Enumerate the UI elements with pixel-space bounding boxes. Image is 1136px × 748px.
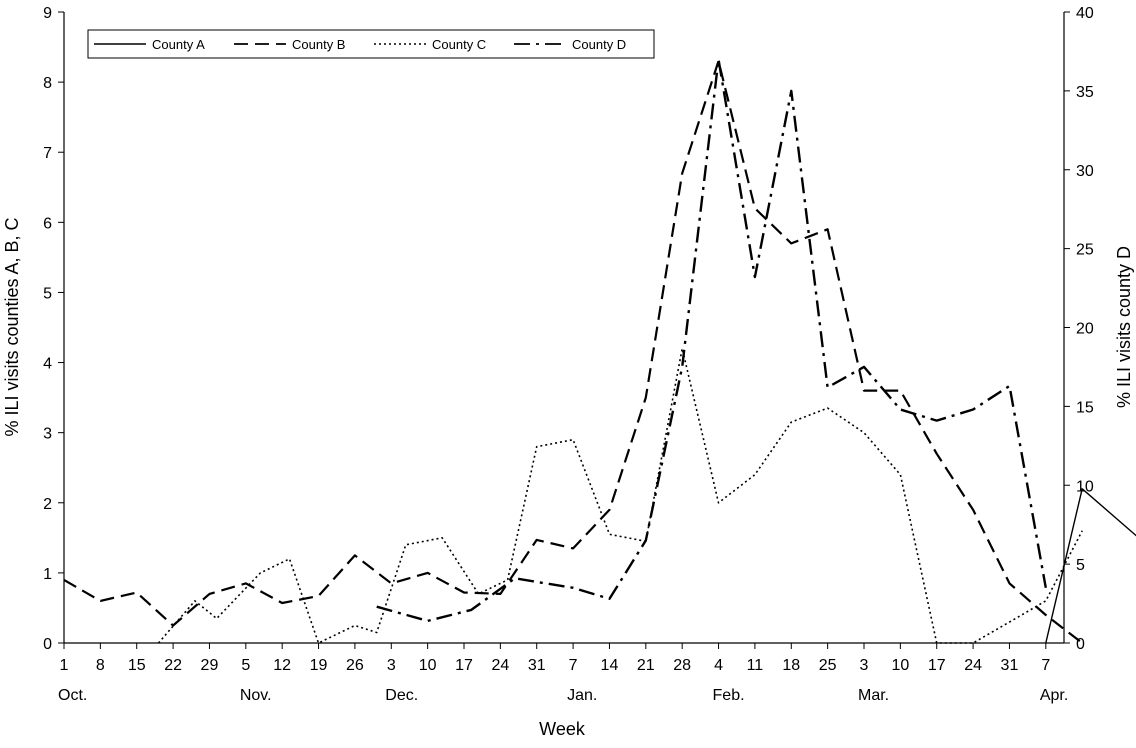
x-tick-label: 29 xyxy=(201,657,219,674)
y-right-tick-label: 0 xyxy=(1076,636,1085,653)
series-line-county-b xyxy=(63,60,1083,644)
x-tick-label: 12 xyxy=(273,657,291,674)
x-tick-label: 25 xyxy=(819,657,837,674)
x-tick-label: 24 xyxy=(491,657,509,674)
series-line-county-d xyxy=(376,58,1047,623)
y-right-tick-label: 25 xyxy=(1076,242,1094,259)
y-right-tick-label: 30 xyxy=(1076,163,1094,180)
y-left-tick-label: 2 xyxy=(43,496,52,513)
y-right-tick-label: 10 xyxy=(1076,478,1094,495)
legend-label: County D xyxy=(572,37,626,52)
x-tick-label: 15 xyxy=(128,657,146,674)
x-tick-label: 10 xyxy=(419,657,437,674)
x-tick-label: 17 xyxy=(455,657,473,674)
x-tick-label: 19 xyxy=(310,657,328,674)
x-tick-label: 3 xyxy=(860,657,869,674)
legend-label: County C xyxy=(432,37,486,52)
legend-label: County B xyxy=(292,37,345,52)
x-month-label: Apr. xyxy=(1040,687,1068,704)
y-right-tick-label: 40 xyxy=(1076,5,1094,22)
x-tick-label: 14 xyxy=(601,657,619,674)
x-tick-label: 11 xyxy=(747,657,764,674)
x-tick-label: 7 xyxy=(1041,657,1050,674)
y-left-tick-label: 8 xyxy=(43,75,52,92)
y-left-tick-label: 1 xyxy=(43,566,52,583)
y-left-tick-label: 3 xyxy=(43,426,52,443)
x-month-label: Jan. xyxy=(567,687,597,704)
y-left-tick-label: 7 xyxy=(43,145,52,162)
x-month-label: Dec. xyxy=(385,687,418,704)
x-tick-label: 28 xyxy=(673,657,691,674)
x-tick-label: 10 xyxy=(891,657,909,674)
x-tick-label: 21 xyxy=(637,657,655,674)
x-tick-label: 4 xyxy=(714,657,723,674)
x-tick-label: 22 xyxy=(164,657,182,674)
series-layer xyxy=(63,58,1136,644)
x-month-label: Oct. xyxy=(58,687,87,704)
y-right-tick-label: 5 xyxy=(1076,557,1085,574)
legend-label: County A xyxy=(152,37,205,52)
x-tick-label: 31 xyxy=(1001,657,1019,674)
y-right-tick-label: 20 xyxy=(1076,321,1094,338)
x-tick-label: 1 xyxy=(60,657,69,674)
y-right-tick-label: 35 xyxy=(1076,84,1094,101)
legend: County A County B County C County D xyxy=(87,29,655,59)
x-month-label: Mar. xyxy=(858,687,889,704)
x-tick-label: 7 xyxy=(569,657,578,674)
x-tick-label: 24 xyxy=(964,657,982,674)
x-tick-label: 17 xyxy=(928,657,946,674)
y-axis-left-title: % ILI visits counties A, B, C xyxy=(2,217,22,436)
y-left-tick-label: 6 xyxy=(43,215,52,232)
x-tick-label: 8 xyxy=(96,657,105,674)
x-tick-label: 26 xyxy=(346,657,364,674)
y-left-tick-label: 9 xyxy=(43,5,52,22)
series-line-county-c xyxy=(157,347,1083,644)
x-tick-label: 3 xyxy=(387,657,396,674)
x-tick-label: 5 xyxy=(241,657,250,674)
x-tick-label: 18 xyxy=(782,657,800,674)
x-axis-title: Week xyxy=(539,719,586,739)
x-month-label: Nov. xyxy=(240,687,272,704)
y-left-tick-label: 0 xyxy=(43,636,52,653)
y-axis-right-title: % ILI visits county D xyxy=(1114,246,1134,408)
x-month-label: Feb. xyxy=(713,687,745,704)
y-left-tick-label: 5 xyxy=(43,285,52,302)
y-left-tick-label: 4 xyxy=(43,356,52,373)
y-right-tick-label: 15 xyxy=(1076,399,1094,416)
x-tick-label: 31 xyxy=(528,657,546,674)
